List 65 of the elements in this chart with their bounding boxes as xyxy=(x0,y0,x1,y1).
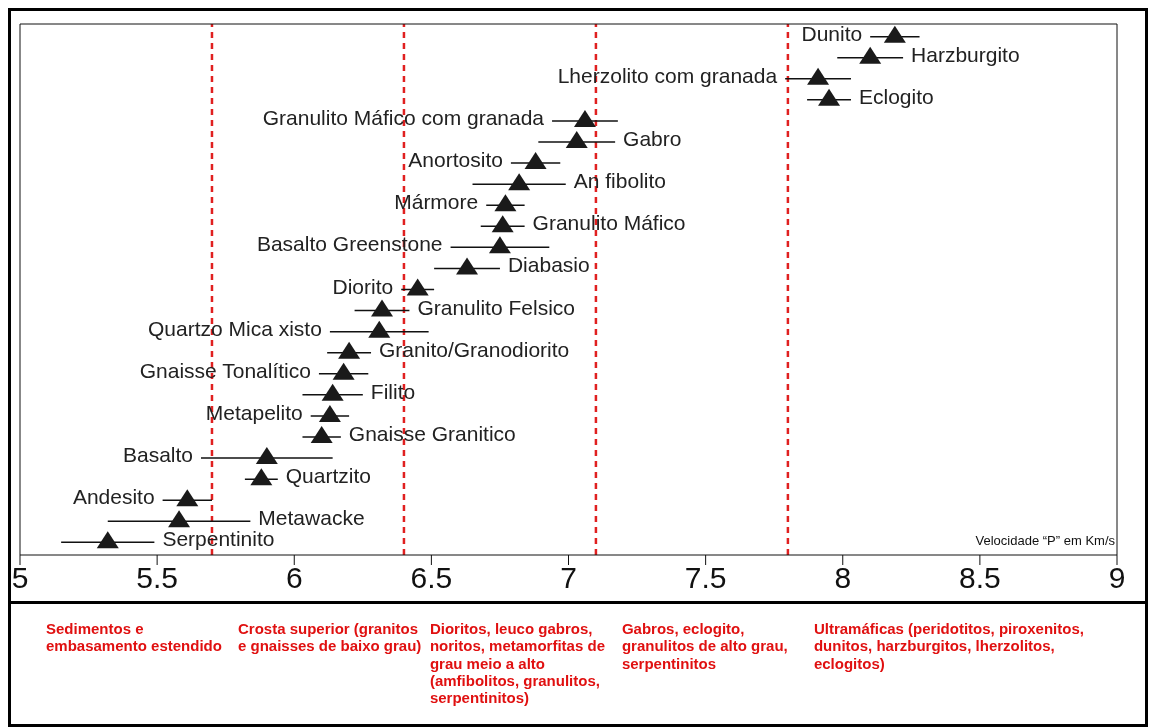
y-tick-label: Gabro xyxy=(623,127,682,150)
point xyxy=(524,152,547,170)
y-tick-label: Basalto Greenstone xyxy=(256,232,443,256)
y-tick-label: An fibolito xyxy=(573,169,666,193)
y-tick-label: Andesito xyxy=(72,485,155,509)
y-tick-label: Quartzito xyxy=(285,464,371,488)
point xyxy=(406,278,429,296)
point xyxy=(371,299,394,317)
y-tick-label: Gnaisse Tonalítico xyxy=(139,358,311,382)
x-tick-label: 7 xyxy=(560,561,577,595)
y-tick-label: Basalto xyxy=(122,443,194,467)
point xyxy=(96,531,119,549)
text: Dioritos, leuco gabros, noritos, metamorfitas de grau meio a alto (amfibolitos, granulitos, serpentinitos) xyxy=(429,620,606,707)
point xyxy=(250,468,273,486)
y-tick-label: Dunito xyxy=(801,21,863,45)
point xyxy=(508,173,531,191)
x-tick-label: 6 xyxy=(285,561,303,595)
point xyxy=(859,46,882,64)
y-tick-label: Gnaisse Granitico xyxy=(348,422,516,445)
point xyxy=(883,25,906,43)
y-tick-label: Metapelito xyxy=(205,400,303,424)
y-tick-label: Harzburgito xyxy=(911,42,1020,66)
y-tick-label: Eclogito xyxy=(858,84,934,108)
y-tick-label: Diabasio xyxy=(507,253,590,277)
point xyxy=(368,320,391,338)
y-tick-label: Filito xyxy=(370,379,416,403)
x-tick-label: 6.5 xyxy=(410,561,453,595)
point xyxy=(456,257,479,275)
y-tick-label: Diorito xyxy=(332,274,394,298)
y-tick-label: Anortosito xyxy=(408,148,503,172)
point xyxy=(338,341,361,359)
y-tick-label: Granito/Granodiorito xyxy=(379,337,570,361)
point xyxy=(321,383,344,401)
x-tick-label: 9 xyxy=(1108,561,1126,595)
point xyxy=(168,510,191,528)
y-tick-label: Serpentinito xyxy=(162,527,275,551)
point xyxy=(318,404,341,422)
point xyxy=(807,67,830,85)
x-tick-label: 8.5 xyxy=(959,561,1001,595)
y-tick-label: Quartzo Mica xisto xyxy=(148,316,322,340)
y-tick-label: Granulito Máfico xyxy=(532,211,686,235)
point xyxy=(176,489,199,507)
point xyxy=(488,236,511,254)
y-tick-label: Granulito Felsico xyxy=(417,295,575,319)
y-tick-label: Lherzolito com granada xyxy=(557,63,778,87)
point xyxy=(565,131,588,148)
x-tick-label: 5 xyxy=(11,561,29,595)
point xyxy=(818,88,841,106)
point xyxy=(491,215,514,233)
x-axis-title: Velocidade “P” em Km/s xyxy=(975,533,1115,548)
point xyxy=(573,109,596,127)
point xyxy=(494,194,517,212)
x-tick-label: 8 xyxy=(834,561,852,595)
y-tick-label: Metawacke xyxy=(258,506,365,530)
text: Sedimentos e embasamento estendido xyxy=(46,620,223,655)
x-tick-label: 7.5 xyxy=(684,561,727,595)
text: Gabros, eclogito, granulitos de alto grau, serpentinitos xyxy=(621,620,789,672)
text: Ultramáficas (peridotitos, piroxenitos, dunitos, harzburgitos, lherzolitos, eclogitos) xyxy=(813,620,1085,672)
text: Crosta superior (granitos e gnaisses de baixo grau) xyxy=(237,620,423,655)
point xyxy=(255,447,278,465)
point xyxy=(332,362,355,380)
y-tick-label: Granulito Máfico com granada xyxy=(262,105,545,129)
x-tick-label: 5.5 xyxy=(136,561,178,595)
point xyxy=(310,426,333,443)
y-tick-label: Mármore xyxy=(394,190,479,214)
